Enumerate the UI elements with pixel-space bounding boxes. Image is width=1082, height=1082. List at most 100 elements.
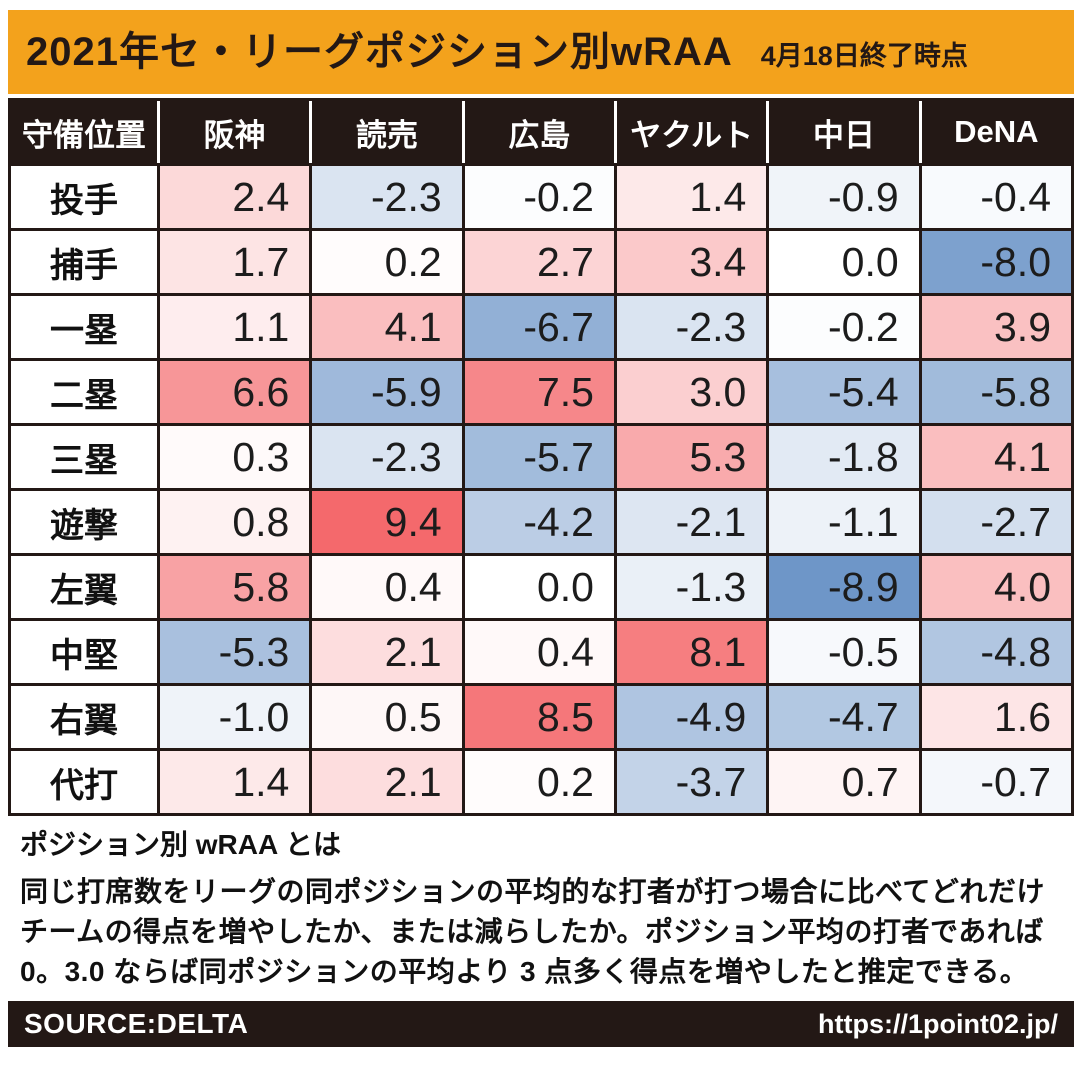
wraa-value-cell: -0.2 [766,293,919,358]
wraa-value-cell: 2.7 [461,228,614,293]
wraa-value-cell: 0.4 [309,553,462,618]
page-title: 2021年セ・リーグポジション別wRAA [26,30,733,74]
wraa-value-cell: -5.7 [461,423,614,488]
column-header-team: DeNA [918,101,1071,163]
wraa-value-cell: -2.3 [309,423,462,488]
row-label-position: 三塁 [11,423,157,488]
wraa-value-cell: -2.7 [918,488,1071,553]
row-label-position: 中堅 [11,618,157,683]
wraa-value-cell: -0.2 [461,163,614,228]
wraa-heatmap-table-wrap: 守備位置 阪神 読売 広島 ヤクルト 中日 DeNA 投手 2.4 -2.3 -0.2 1.4 -0… [8,98,1074,816]
title-banner: 2021年セ・リーグポジション別wRAA 4月18日終了時点 [8,10,1074,94]
wraa-value-cell: 3.0 [613,358,767,423]
wraa-value-cell: 4.1 [918,423,1071,488]
table-row: 二塁 6.6 -5.9 7.5 3.0 -5.4 -5.8 [11,358,1071,423]
table-row: 代打 1.4 2.1 0.2 -3.7 0.7 -0.7 [11,748,1071,813]
wraa-value-cell: 1.7 [157,228,310,293]
wraa-value-cell: -0.5 [766,618,919,683]
wraa-value-cell: -4.8 [918,618,1071,683]
row-label-position: 投手 [11,163,157,228]
wraa-value-cell: 1.1 [157,293,310,358]
wraa-value-cell: 3.4 [613,228,767,293]
column-header-team: 広島 [461,101,614,163]
row-label-position: 一塁 [11,293,157,358]
wraa-value-cell: -0.9 [766,163,919,228]
wraa-value-cell: -4.9 [613,683,767,748]
wraa-value-cell: -4.2 [461,488,614,553]
wraa-value-cell: 2.1 [309,748,462,813]
wraa-value-cell: -3.7 [613,748,767,813]
wraa-value-cell: 5.8 [157,553,310,618]
table-header-row: 守備位置 阪神 読売 広島 ヤクルト 中日 DeNA [11,101,1071,163]
wraa-value-cell: -4.7 [766,683,919,748]
column-header-team: 読売 [309,101,462,163]
description-body: 同じ打席数をリーグの同ポジションの平均的な打者が打つ場合に比べてどれだけチームの… [20,876,1045,987]
wraa-value-cell: 0.4 [461,618,614,683]
wraa-value-cell: 0.0 [766,228,919,293]
source-credit: SOURCE:DELTA [24,1008,249,1040]
wraa-value-cell: 0.2 [309,228,462,293]
row-label-position: 捕手 [11,228,157,293]
wraa-value-cell: -1.0 [157,683,310,748]
description-heading: ポジション別 wRAA とは [20,829,341,860]
wraa-value-cell: -8.0 [918,228,1071,293]
wraa-value-cell: -8.9 [766,553,919,618]
wraa-value-cell: 8.5 [461,683,614,748]
table-row: 一塁 1.1 4.1 -6.7 -2.3 -0.2 3.9 [11,293,1071,358]
table-body: 投手 2.4 -2.3 -0.2 1.4 -0.9 -0.4 捕手 1.7 0.2 2.7 3.4 0.… [11,163,1071,813]
wraa-value-cell: 1.4 [613,163,767,228]
wraa-value-cell: -1.1 [766,488,919,553]
wraa-value-cell: 5.3 [613,423,767,488]
table-row: 中堅 -5.3 2.1 0.4 8.1 -0.5 -4.8 [11,618,1071,683]
wraa-value-cell: 4.1 [309,293,462,358]
wraa-value-cell: -5.4 [766,358,919,423]
wraa-value-cell: 9.4 [309,488,462,553]
wraa-value-cell: 0.2 [461,748,614,813]
wraa-value-cell: 0.0 [461,553,614,618]
table-row: 投手 2.4 -2.3 -0.2 1.4 -0.9 -0.4 [11,163,1071,228]
wraa-value-cell: 0.7 [766,748,919,813]
table-row: 遊撃 0.8 9.4 -4.2 -2.1 -1.1 -2.7 [11,488,1071,553]
wraa-value-cell: 8.1 [613,618,767,683]
source-footer: SOURCE:DELTA https://1point02.jp/ [8,1001,1074,1048]
wraa-value-cell: -5.8 [918,358,1071,423]
column-header-team: 阪神 [157,101,310,163]
table-row: 右翼 -1.0 0.5 8.5 -4.9 -4.7 1.6 [11,683,1071,748]
wraa-value-cell: 1.4 [157,748,310,813]
wraa-value-cell: -0.4 [918,163,1071,228]
wraa-value-cell: 1.6 [918,683,1071,748]
wraa-value-cell: 4.0 [918,553,1071,618]
column-header-team: 中日 [766,101,919,163]
wraa-value-cell: -1.3 [613,553,767,618]
table-row: 三塁 0.3 -2.3 -5.7 5.3 -1.8 4.1 [11,423,1071,488]
wraa-value-cell: 7.5 [461,358,614,423]
wraa-description: ポジション別 wRAA とは 同じ打席数をリーグの同ポジションの平均的な打者が打… [8,826,1074,991]
wraa-value-cell: -2.3 [309,163,462,228]
wraa-value-cell: -5.9 [309,358,462,423]
wraa-value-cell: 3.9 [918,293,1071,358]
wraa-value-cell: 0.5 [309,683,462,748]
row-label-position: 遊撃 [11,488,157,553]
column-header-team: ヤクルト [613,101,767,163]
row-label-position: 代打 [11,748,157,813]
wraa-heatmap-table: 守備位置 阪神 読売 広島 ヤクルト 中日 DeNA 投手 2.4 -2.3 -0.2 1.4 -0… [11,101,1071,813]
wraa-value-cell: 0.3 [157,423,310,488]
wraa-value-cell: -0.7 [918,748,1071,813]
table-row: 捕手 1.7 0.2 2.7 3.4 0.0 -8.0 [11,228,1071,293]
site-url: https://1point02.jp/ [818,1008,1058,1039]
wraa-value-cell: 6.6 [157,358,310,423]
row-label-position: 左翼 [11,553,157,618]
wraa-value-cell: 0.8 [157,488,310,553]
row-label-position: 右翼 [11,683,157,748]
wraa-value-cell: -6.7 [461,293,614,358]
table-row: 左翼 5.8 0.4 0.0 -1.3 -8.9 4.0 [11,553,1071,618]
wraa-value-cell: -5.3 [157,618,310,683]
wraa-value-cell: 2.1 [309,618,462,683]
column-header-position: 守備位置 [11,101,157,163]
wraa-value-cell: 2.4 [157,163,310,228]
row-label-position: 二塁 [11,358,157,423]
wraa-value-cell: -2.3 [613,293,767,358]
as-of-date: 4月18日終了時点 [760,41,968,71]
wraa-value-cell: -1.8 [766,423,919,488]
wraa-value-cell: -2.1 [613,488,767,553]
